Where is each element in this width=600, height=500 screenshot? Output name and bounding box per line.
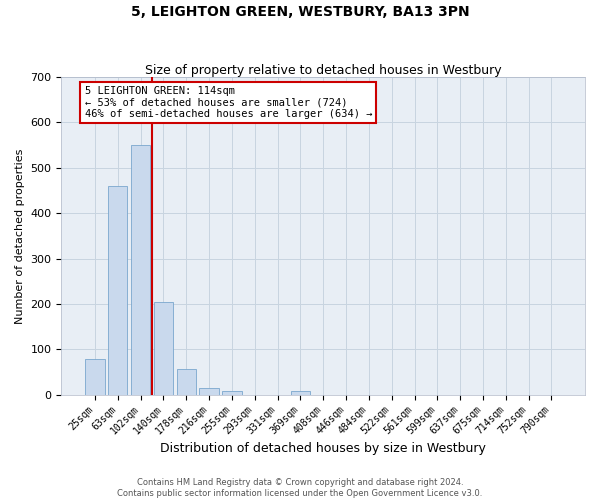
Text: 5 LEIGHTON GREEN: 114sqm
← 53% of detached houses are smaller (724)
46% of semi-: 5 LEIGHTON GREEN: 114sqm ← 53% of detach… xyxy=(85,86,372,120)
Bar xyxy=(85,360,104,394)
Bar xyxy=(199,388,219,394)
Bar xyxy=(176,370,196,394)
Bar xyxy=(131,145,150,394)
Y-axis label: Number of detached properties: Number of detached properties xyxy=(15,148,25,324)
Bar xyxy=(108,186,127,394)
Bar xyxy=(222,391,242,394)
Bar xyxy=(154,302,173,394)
Text: 5, LEIGHTON GREEN, WESTBURY, BA13 3PN: 5, LEIGHTON GREEN, WESTBURY, BA13 3PN xyxy=(131,5,469,19)
Text: Contains HM Land Registry data © Crown copyright and database right 2024.
Contai: Contains HM Land Registry data © Crown c… xyxy=(118,478,482,498)
Bar xyxy=(290,391,310,394)
X-axis label: Distribution of detached houses by size in Westbury: Distribution of detached houses by size … xyxy=(160,442,486,455)
Title: Size of property relative to detached houses in Westbury: Size of property relative to detached ho… xyxy=(145,64,502,77)
